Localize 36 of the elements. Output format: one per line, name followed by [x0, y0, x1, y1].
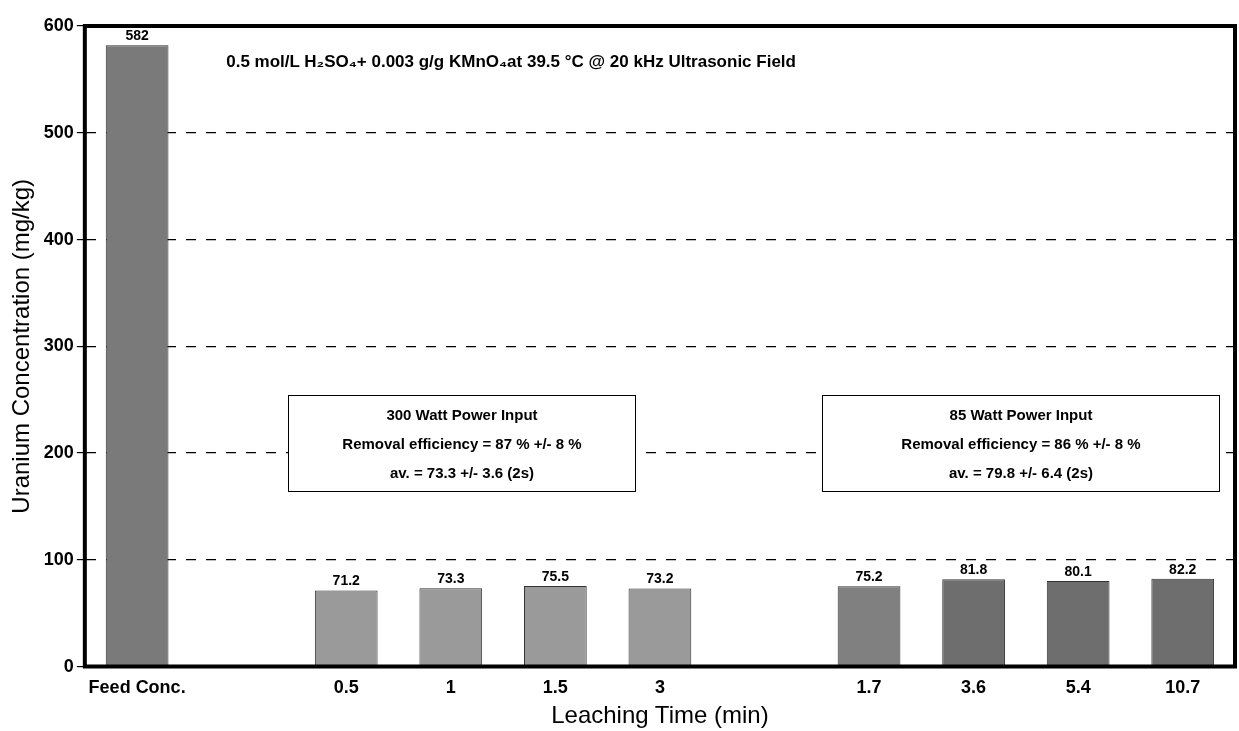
x-axis-title: Leaching Time (min) — [551, 701, 769, 729]
data-label: 75.2 — [855, 568, 883, 585]
y-tick-label: 300 — [43, 335, 74, 356]
y-tick-label: 400 — [43, 228, 74, 249]
y-tick-label: 500 — [43, 121, 74, 142]
y-tick-label: 100 — [43, 548, 74, 569]
x-tick-label: 3.6 — [961, 677, 987, 698]
annotation: av. = 73.3 +/- 3.6 (2s) — [389, 463, 535, 483]
text-box: 85 Watt Power Input Removal efficiency = 86 % +/- 8 % av. = 79.8 +/- 6.4 (2s) — [822, 395, 1220, 492]
data-label: 73.2 — [646, 570, 674, 587]
data-label: 75.5 — [541, 567, 570, 584]
annotation: 0.5 mol/L H₂SO₄+ 0.003 g/g KMnO₄at 39.5 °C @ 20 kHz Ultrasonic Field — [226, 52, 796, 72]
annotation: 300 Watt Power Input — [385, 405, 539, 425]
x-tick-label: 0.5 — [333, 677, 359, 698]
x-tick-label: 1.5 — [542, 677, 568, 698]
y-axis-title: Uranium Concentration (mg/kg) — [7, 178, 35, 514]
data-label: 81.8 — [959, 561, 988, 578]
annotation: 85 Watt Power Input — [948, 405, 1094, 425]
x-tick-label: 1 — [445, 677, 456, 698]
annotation: Removal efficiency = 87 % +/- 8 % — [341, 434, 583, 454]
y-tick-label: 0 — [63, 655, 74, 676]
x-tick-label: Feed Conc. — [88, 677, 186, 698]
x-tick-label: 5.4 — [1065, 677, 1091, 698]
data-label: 71.2 — [332, 572, 361, 589]
x-tick-label: 1.7 — [856, 677, 882, 698]
y-tick-label: 600 — [43, 14, 74, 35]
x-tick-label: 10.7 — [1165, 677, 1201, 698]
data-label: 582 — [125, 27, 150, 44]
text-box: 300 Watt Power Input Removal efficiency = 87 % +/- 8 % av. = 73.3 +/- 3.6 (2s) — [288, 395, 636, 492]
x-tick-label: 3 — [654, 677, 665, 698]
y-tick-label: 200 — [43, 442, 74, 463]
annotation: av. = 79.8 +/- 6.4 (2s) — [948, 463, 1094, 483]
annotation: Removal efficiency = 86 % +/- 8 % — [900, 434, 1142, 454]
data-label: 80.1 — [1064, 562, 1092, 579]
data-label: 73.3 — [437, 570, 465, 587]
data-label: 82.2 — [1169, 560, 1197, 577]
